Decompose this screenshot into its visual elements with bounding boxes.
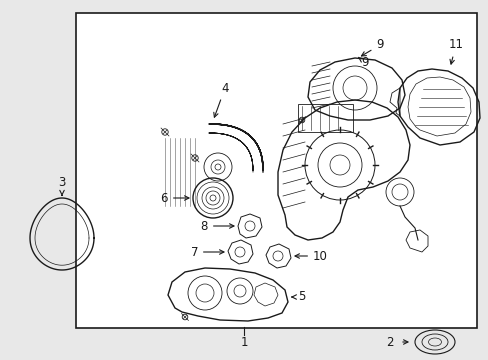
Text: 2: 2 bbox=[386, 336, 393, 348]
Text: 9: 9 bbox=[358, 55, 368, 68]
Text: 7: 7 bbox=[190, 246, 224, 258]
Text: 1: 1 bbox=[240, 336, 247, 348]
Text: 4: 4 bbox=[213, 81, 228, 117]
Text: 8: 8 bbox=[200, 220, 233, 233]
Text: 6: 6 bbox=[160, 192, 188, 204]
Text: 10: 10 bbox=[294, 249, 327, 262]
Text: 11: 11 bbox=[447, 39, 463, 64]
Text: 5: 5 bbox=[291, 291, 305, 303]
Text: 3: 3 bbox=[58, 176, 65, 195]
Text: 9: 9 bbox=[361, 39, 383, 56]
